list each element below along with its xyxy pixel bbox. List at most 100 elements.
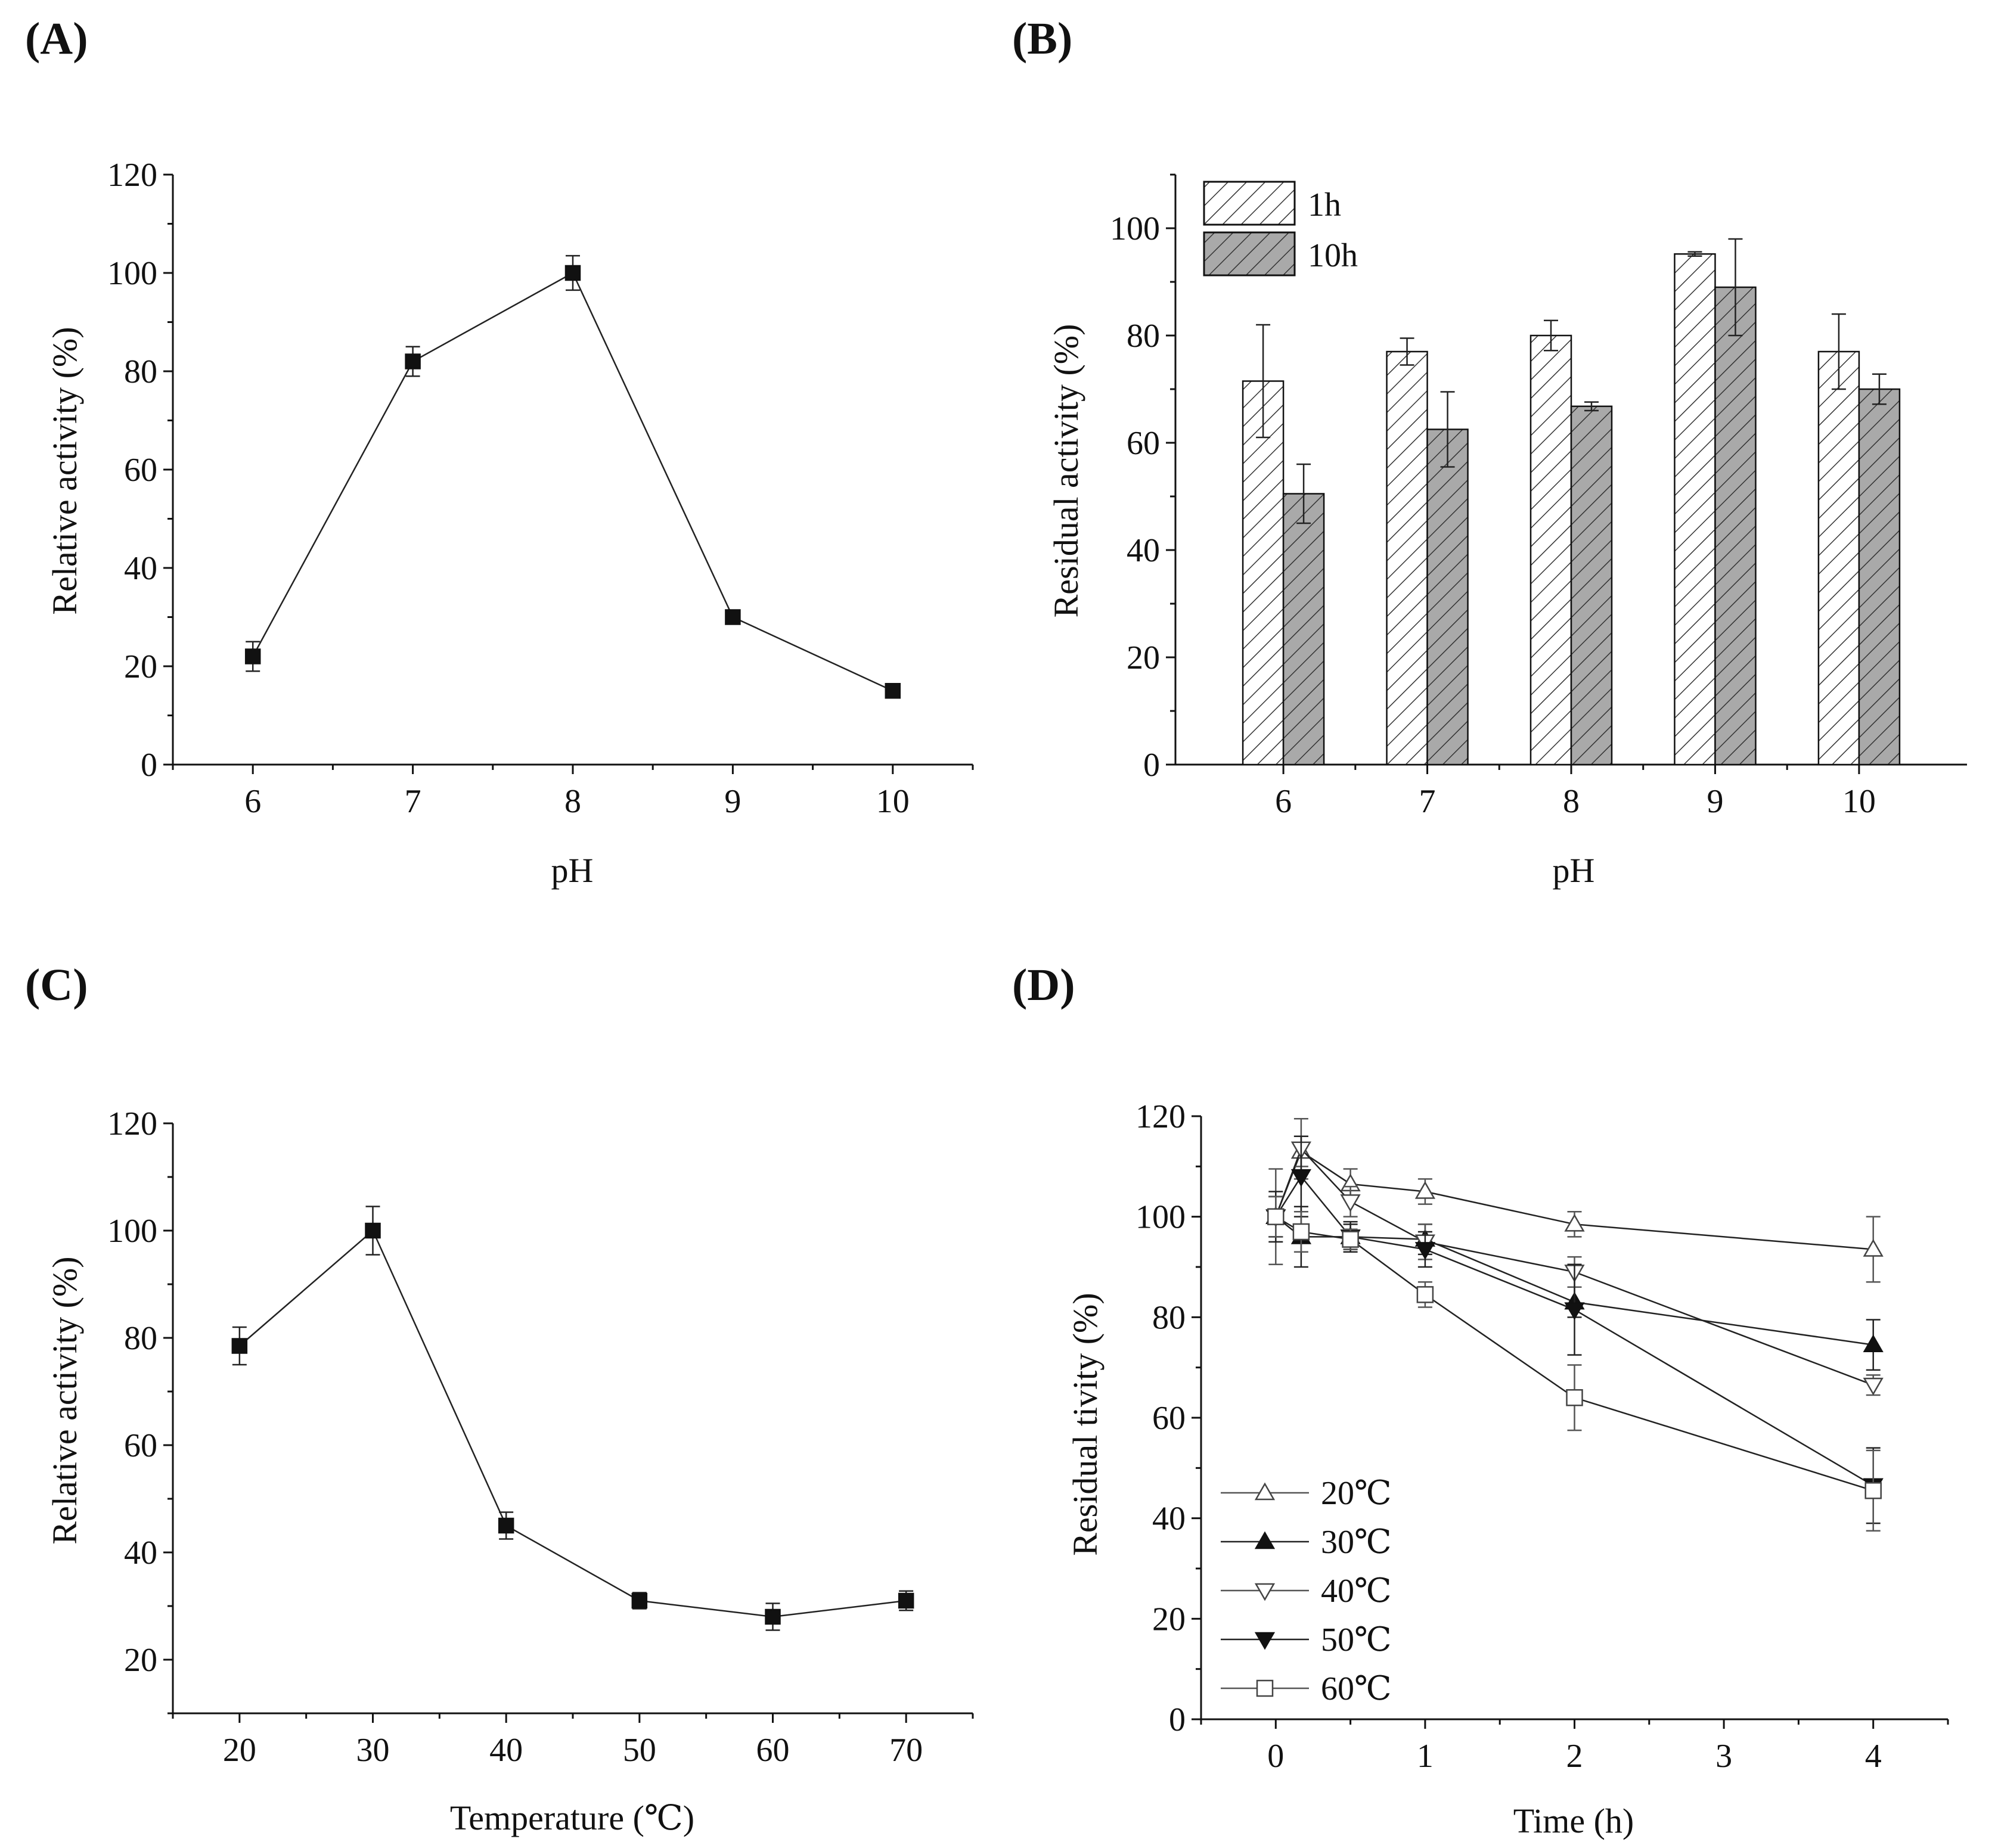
panel-b-x-tick-label: 6 xyxy=(1275,783,1292,820)
panel-b-bar-10h xyxy=(1714,286,1757,766)
panel-a-x-tick-label: 8 xyxy=(564,783,581,820)
panel-c-point xyxy=(765,1608,781,1625)
panel-d-point xyxy=(1292,1223,1310,1241)
legend-label-2: 40℃ xyxy=(1321,1573,1392,1610)
panel-c-ylabel: Relative activity (%) xyxy=(45,1256,84,1544)
panel-a-y-tick-label: 0 xyxy=(141,747,157,784)
panel-d-series-line-3 xyxy=(1275,1175,1874,1486)
panel-d-y-tick-label: 120 xyxy=(1135,1098,1186,1135)
panel-a-y-tick-label: 60 xyxy=(124,452,157,489)
panel-c-x-tick-label: 40 xyxy=(489,1732,523,1769)
panel-d-y-tick-label: 0 xyxy=(1169,1701,1186,1738)
panel-b-x-tick-label: 9 xyxy=(1707,783,1723,820)
panel-a-y-tick-label: 100 xyxy=(107,255,157,292)
panel-d-point xyxy=(1564,1213,1585,1232)
panel-c-plot: 20 40 60 80 100 120 20 30 40 50 60 70 xyxy=(107,1105,974,1769)
panel-d-x-tick-label: 3 xyxy=(1715,1738,1732,1775)
panel-c-y-tick-label: 60 xyxy=(124,1427,157,1464)
panel-c-y-tick-label: 40 xyxy=(124,1535,157,1571)
panel-b-legend: 1h 10h xyxy=(1203,181,1358,277)
panel-a-y-tick-label: 40 xyxy=(124,550,157,587)
panel-a-x-tick-label: 10 xyxy=(876,783,910,820)
panel-b-x-tick-label: 8 xyxy=(1563,783,1580,820)
panel-c-point xyxy=(898,1592,914,1609)
panel-d-point xyxy=(1416,1286,1434,1303)
panel-d: (D) 0 20 40 60 80 100 120 0 1 2 3 4 Time (h) Residu… xyxy=(1012,960,1949,1840)
legend-swatch-1h xyxy=(1203,181,1296,226)
panel-a-point xyxy=(564,265,581,281)
panel-b-bar-10h xyxy=(1426,428,1469,766)
panel-d-y-tick-label: 40 xyxy=(1152,1501,1186,1538)
panel-c-point xyxy=(498,1517,514,1534)
panel-b-bar-10h xyxy=(1570,405,1613,766)
panel-b-bar-1h xyxy=(1242,380,1285,766)
panel-a-y-tick-label: 20 xyxy=(124,648,157,685)
panel-d-point xyxy=(1863,1334,1884,1353)
panel-b-x-tick-label: 7 xyxy=(1419,783,1436,820)
panel-d-y-tick-label: 100 xyxy=(1135,1199,1186,1236)
legend-marker-0 xyxy=(1254,1482,1276,1501)
panel-a-x-tick-label: 7 xyxy=(405,783,421,820)
panel-a-x-tick-label: 6 xyxy=(244,783,261,820)
panel-c-y-tick-label: 100 xyxy=(107,1213,157,1250)
panel-c-label: (C) xyxy=(25,960,88,1010)
panel-d-y-tick-label: 60 xyxy=(1152,1400,1186,1437)
panel-c-x-tick-label: 20 xyxy=(223,1732,256,1769)
panel-b-y-tick-label: 80 xyxy=(1127,318,1160,355)
panel-c-xlabel: Temperature (℃) xyxy=(450,1799,694,1837)
legend-label-1h: 1h xyxy=(1308,187,1341,223)
panel-b-bar-1h xyxy=(1817,350,1860,766)
panel-d-point xyxy=(1340,1194,1361,1212)
legend-marker-3 xyxy=(1254,1632,1276,1650)
panel-a-point xyxy=(885,683,901,699)
panel-a-point xyxy=(725,609,741,625)
panel-b-y-tick-label: 40 xyxy=(1127,532,1160,569)
panel-c-y-tick-label: 80 xyxy=(124,1320,157,1357)
panel-d-series-line-2 xyxy=(1275,1147,1874,1386)
panel-b-xlabel: pH xyxy=(1553,851,1595,890)
panel-d-point xyxy=(1863,1377,1884,1396)
panel-b-plot: 0 20 40 60 80 100 6 7 8 9 10 xyxy=(1110,173,1967,820)
legend-label-3: 50℃ xyxy=(1321,1622,1392,1658)
panel-a-y-tick-label: 80 xyxy=(124,353,157,390)
panel-a-x-tick-label: 9 xyxy=(724,783,741,820)
legend-marker-2 xyxy=(1254,1583,1276,1601)
legend-swatch-10h xyxy=(1203,231,1296,277)
panel-b-y-tick-label: 20 xyxy=(1127,639,1160,676)
panel-d-point xyxy=(1864,1482,1882,1499)
panel-b-y-tick-label: 60 xyxy=(1127,425,1160,462)
panel-c-y-tick-label: 20 xyxy=(124,1642,157,1679)
legend-marker-1 xyxy=(1254,1531,1276,1549)
legend-marker-4 xyxy=(1256,1679,1274,1697)
panel-a-point xyxy=(405,353,421,369)
panel-c-y-tick-label: 120 xyxy=(107,1105,157,1142)
panel-c-series-line-0 xyxy=(239,1229,907,1618)
panel-d-ylabel: Residual tivity (%) xyxy=(1066,1293,1105,1555)
panel-a-label: (A) xyxy=(25,14,88,64)
legend-label-10h: 10h xyxy=(1308,237,1358,274)
panel-d-x-tick-label: 4 xyxy=(1865,1738,1882,1775)
panel-d-point xyxy=(1267,1208,1285,1225)
panel-a-series-line-0 xyxy=(252,272,893,692)
panel-d-point xyxy=(1863,1239,1884,1257)
panel-d-legend: 20℃ 30℃ 40℃ 50℃ 60℃ xyxy=(1221,1475,1392,1707)
panel-c: (C) 20 40 60 80 100 120 20 30 40 50 60 70 Temperatu… xyxy=(25,960,974,1837)
legend-label-1: 30℃ xyxy=(1321,1524,1392,1561)
panel-d-x-tick-label: 0 xyxy=(1267,1738,1284,1775)
panel-d-point xyxy=(1342,1231,1359,1248)
panel-b: (B) 0 20 40 60 80 100 6 7 8 9 10 pH Residual activ… xyxy=(1012,14,1967,890)
panel-d-label: (D) xyxy=(1012,960,1075,1010)
panel-d-point xyxy=(1290,1169,1312,1187)
panel-b-ylabel: Residual activity (%) xyxy=(1047,324,1085,618)
panel-d-x-tick-label: 2 xyxy=(1566,1738,1583,1775)
panel-c-point xyxy=(365,1222,381,1239)
panel-c-x-tick-label: 60 xyxy=(756,1732,790,1769)
panel-a-y-tick-label: 120 xyxy=(107,157,157,194)
panel-b-bar-10h xyxy=(1282,493,1325,766)
panel-b-bar-1h xyxy=(1674,253,1716,766)
panel-d-y-tick-label: 80 xyxy=(1152,1299,1186,1336)
panel-b-bar-1h xyxy=(1529,334,1572,766)
panel-a: (A) 0 20 40 60 80 100 120 6 7 8 9 10 pH Relative ac… xyxy=(25,14,974,890)
panel-d-y-tick-label: 20 xyxy=(1152,1601,1186,1638)
